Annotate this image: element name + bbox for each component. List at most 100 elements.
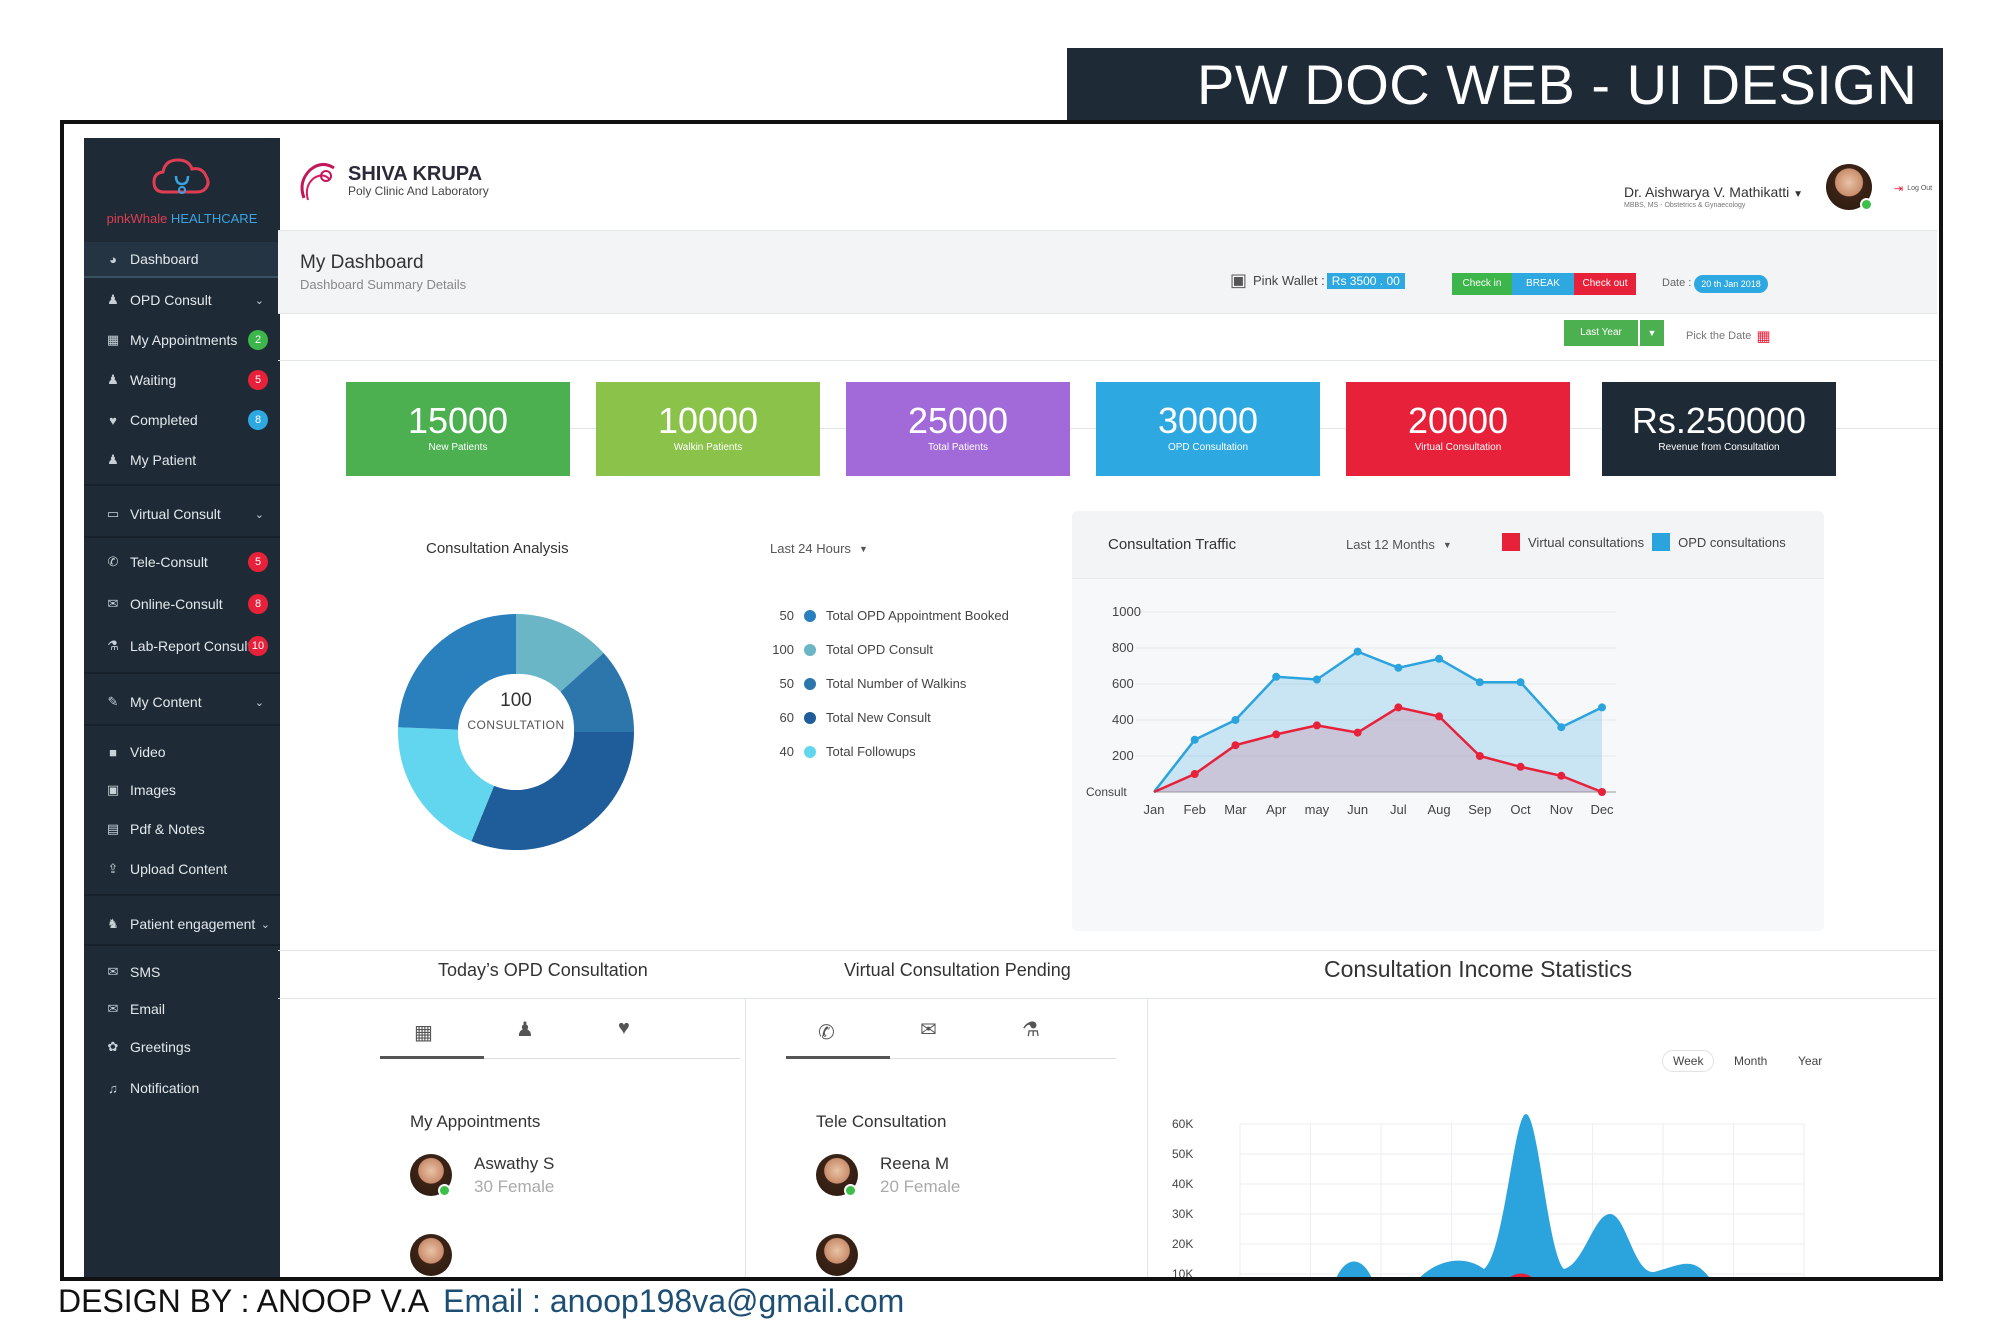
patient-info: 30 Female	[474, 1177, 555, 1196]
data-point[interactable]	[1312, 721, 1321, 730]
sidebar-item-lab-report[interactable]: ⚗ Lab-Report Consult 10	[84, 628, 280, 664]
traffic-range-label: Last 12 Months	[1346, 537, 1435, 552]
patient-name[interactable]: Aswathy S	[474, 1154, 555, 1173]
stat-card-virtual-consultation[interactable]: 20000 Virtual Consultation	[1346, 382, 1570, 476]
data-point[interactable]	[1516, 678, 1525, 687]
sidebar-item-dashboard[interactable]: ◕ Dashboard	[84, 242, 280, 278]
sidebar-item-notification[interactable]: ♫ Notification	[84, 1070, 280, 1106]
data-point[interactable]	[1475, 752, 1484, 760]
data-point[interactable]	[1475, 678, 1484, 687]
sidebar-item-tele-consult[interactable]: ✆ Tele-Consult 5	[84, 544, 280, 580]
sidebar-item-pdf-notes[interactable]: ▤ Pdf & Notes	[84, 811, 280, 847]
data-point[interactable]	[1312, 675, 1321, 684]
donut-slice-walkins[interactable]	[560, 653, 635, 732]
month-toggle[interactable]: Month	[1734, 1054, 1768, 1068]
sidebar-item-virtual-consult[interactable]: ▭ Virtual Consult ⌄	[84, 496, 280, 532]
data-point[interactable]	[1231, 741, 1240, 750]
data-point[interactable]	[1557, 771, 1566, 780]
data-point[interactable]	[1353, 728, 1362, 737]
year-toggle[interactable]: Year	[1798, 1054, 1823, 1068]
data-point[interactable]	[1272, 730, 1281, 739]
sidebar-item-sms[interactable]: ✉ SMS	[84, 954, 280, 990]
stat-card-revenue[interactable]: Rs.250000 Revenue from Consultation	[1602, 382, 1836, 476]
check-out-button[interactable]: Check out	[1574, 273, 1636, 295]
date-picker[interactable]: Pick the Date ▦	[1686, 327, 1771, 345]
clinic-logo[interactable]: SHIVA KRUPA Poly Clinic And Laboratory	[296, 158, 489, 204]
x-tick-label: Dec	[1590, 802, 1614, 817]
data-point[interactable]	[1598, 788, 1606, 796]
data-point[interactable]	[1190, 735, 1199, 744]
sidebar-item-online-consult[interactable]: ✉ Online-Consult 8	[84, 586, 280, 622]
sidebar-item-my-appointments[interactable]: ▦ My Appointments 2	[84, 322, 280, 358]
stat-card-opd-consultation[interactable]: 30000 OPD Consultation	[1096, 382, 1320, 476]
caret-down-icon[interactable]: ▼	[1640, 320, 1664, 346]
data-point[interactable]	[1272, 672, 1281, 681]
donut-slice-followups[interactable]	[398, 727, 495, 842]
week-toggle[interactable]: Week	[1662, 1050, 1715, 1072]
stat-card-new-patients[interactable]: 15000 New Patients	[346, 382, 570, 476]
divider	[1147, 998, 1148, 1277]
divider	[84, 484, 280, 486]
user-icon[interactable]: ♟	[516, 1019, 534, 1041]
data-point[interactable]	[1598, 703, 1606, 712]
chat-icon[interactable]: ✉	[920, 1019, 937, 1041]
sidebar-item-my-patient[interactable]: ♟ My Patient	[84, 442, 280, 478]
donut-slice-new-consult[interactable]	[471, 732, 634, 850]
caret-down-icon: ▼	[858, 543, 868, 554]
footer: DESIGN BY : ANOOP V.A Email : anoop198va@…	[58, 1283, 904, 1320]
data-point[interactable]	[1231, 716, 1240, 724]
donut-slice-total-opd-consult[interactable]	[516, 614, 604, 692]
heartbeat-icon[interactable]: ♥	[618, 1017, 630, 1039]
stat-card-total-patients[interactable]: 25000 Total Patients	[846, 382, 1070, 476]
wallet-value: Rs 3500 . 00	[1326, 272, 1405, 289]
legend-label-opd: OPD consultations	[1678, 534, 1786, 550]
sidebar-item-completed[interactable]: ♥ Completed 8	[84, 402, 280, 438]
break-button[interactable]: BREAK	[1512, 273, 1574, 295]
sidebar-item-greetings[interactable]: ✿ Greetings	[84, 1029, 280, 1065]
range-select[interactable]: Last Year	[1564, 320, 1638, 346]
sidebar-item-my-content[interactable]: ✎ My Content ⌄	[84, 684, 280, 720]
data-point[interactable]	[1394, 703, 1403, 712]
data-point[interactable]	[1394, 663, 1403, 672]
calendar-icon[interactable]: ▦	[414, 1022, 433, 1044]
patient-name[interactable]: Reena M	[880, 1154, 949, 1173]
check-in-button[interactable]: Check in	[1452, 273, 1512, 295]
logout-button[interactable]: ⇥ Log Out	[1894, 182, 1932, 195]
sidebar-item-waiting[interactable]: ♟ Waiting 5	[84, 362, 280, 398]
analysis-range-select[interactable]: Last 24 Hours ▼	[770, 541, 868, 556]
brand-name-pink: pinkWhale	[106, 211, 168, 226]
chat-icon: ✉	[107, 596, 119, 611]
doctor-menu[interactable]: Dr. Aishwarya V. Mathikatti ▼	[1624, 184, 1803, 200]
traffic-range-select[interactable]: Last 12 Months ▼	[1346, 537, 1452, 552]
phone-icon[interactable]: ✆	[818, 1022, 835, 1044]
divider	[278, 998, 1937, 999]
sidebar-item-patient-engagement[interactable]: ♞ Patient engagement ⌄	[84, 906, 280, 942]
patient-avatar[interactable]	[410, 1234, 452, 1276]
data-point[interactable]	[1190, 770, 1199, 778]
data-point[interactable]	[1557, 723, 1566, 732]
sidebar-item-video[interactable]: ■ Video	[84, 734, 280, 770]
patient-avatar[interactable]	[816, 1234, 858, 1276]
data-point[interactable]	[1435, 654, 1444, 663]
flask-icon[interactable]: ⚗	[1022, 1019, 1040, 1041]
data-point[interactable]	[1516, 762, 1525, 771]
dashboard-icon: ◕	[109, 251, 117, 267]
data-point[interactable]	[1353, 647, 1362, 656]
sidebar-item-upload-content[interactable]: ⇪ Upload Content	[84, 851, 280, 887]
data-point[interactable]	[1435, 712, 1444, 721]
sidebar-item-images[interactable]: ▣ Images	[84, 772, 280, 808]
date-value: 20 th Jan 2018	[1694, 275, 1768, 293]
donut-slice-opd-appointments[interactable]	[398, 614, 516, 730]
designer-email[interactable]: Email : anoop198va@gmail.com	[443, 1283, 905, 1319]
income-chart: 60K 50K 40K 30K 20K 10K	[1172, 1114, 1805, 1277]
y-tick-label: 60K	[1172, 1117, 1193, 1131]
brand-logo[interactable]: pinkWhale HEALTHCARE	[84, 138, 280, 244]
sidebar-item-opd-consult[interactable]: ♟ OPD Consult ⌄	[84, 282, 280, 318]
x-tick-label: Mar	[1224, 802, 1247, 817]
sidebar-item-label: Lab-Report Consult	[130, 638, 252, 654]
stat-card-walkin-patients[interactable]: 10000 Walkin Patients	[596, 382, 820, 476]
sidebar-item-email[interactable]: ✉ Email	[84, 991, 280, 1027]
legend-dot	[804, 677, 816, 690]
x-tick-label: Nov	[1550, 802, 1574, 817]
mother-child-icon	[300, 163, 335, 201]
